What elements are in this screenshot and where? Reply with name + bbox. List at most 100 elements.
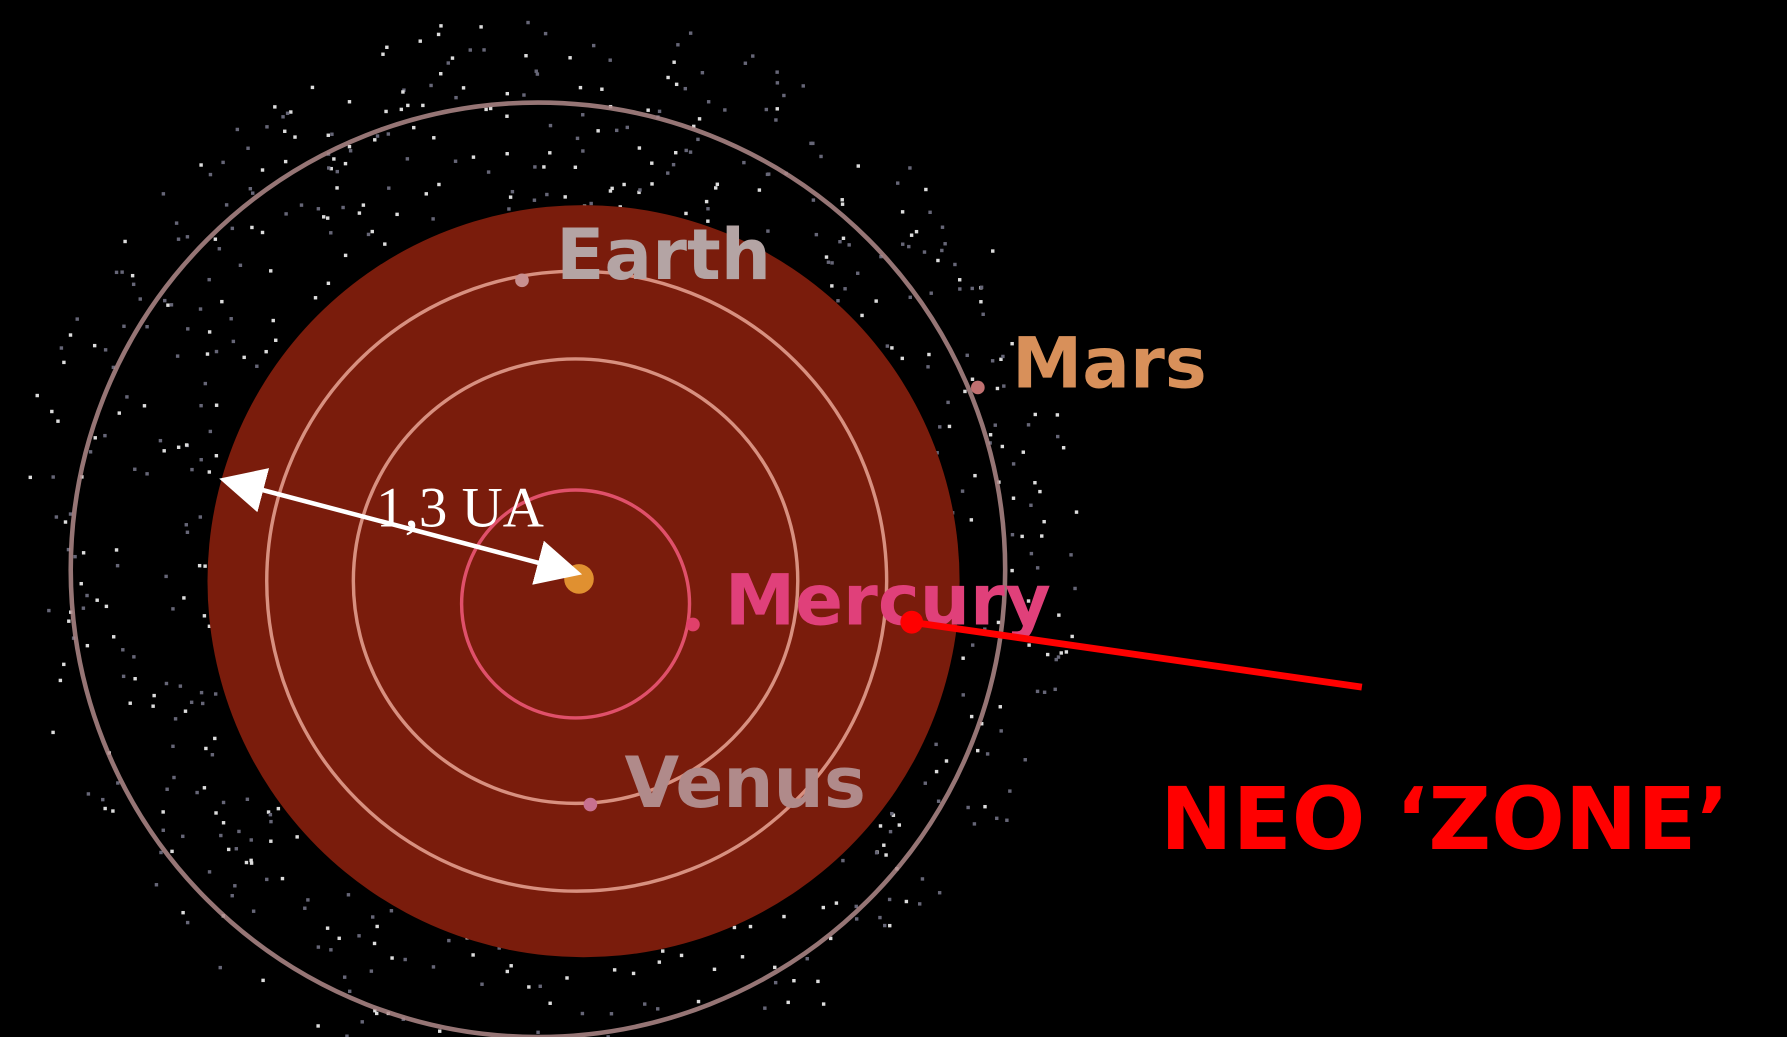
star bbox=[375, 1012, 378, 1015]
star bbox=[816, 980, 819, 983]
star bbox=[889, 830, 892, 833]
star bbox=[82, 551, 85, 554]
star bbox=[125, 395, 128, 398]
star bbox=[133, 677, 136, 680]
star bbox=[1030, 552, 1033, 555]
star bbox=[1065, 650, 1068, 653]
star bbox=[181, 835, 184, 838]
star bbox=[437, 33, 440, 36]
star bbox=[928, 211, 931, 214]
star bbox=[958, 287, 961, 290]
star bbox=[176, 354, 179, 357]
star bbox=[792, 979, 795, 982]
star bbox=[698, 117, 701, 120]
star bbox=[86, 644, 89, 647]
star bbox=[111, 809, 114, 812]
star bbox=[938, 425, 941, 428]
star bbox=[685, 149, 688, 152]
star bbox=[286, 112, 289, 115]
star bbox=[689, 31, 692, 34]
star bbox=[697, 1000, 700, 1003]
star bbox=[93, 344, 96, 347]
star bbox=[80, 582, 83, 585]
star bbox=[600, 88, 603, 91]
star bbox=[145, 325, 148, 328]
star bbox=[999, 729, 1002, 732]
star bbox=[835, 901, 838, 904]
star bbox=[713, 968, 716, 971]
star bbox=[822, 906, 825, 909]
star bbox=[116, 781, 119, 784]
star bbox=[171, 745, 174, 748]
star bbox=[105, 605, 108, 608]
star bbox=[581, 1012, 584, 1015]
star bbox=[348, 990, 351, 993]
star bbox=[526, 21, 529, 24]
star bbox=[472, 155, 475, 158]
star bbox=[317, 945, 320, 948]
star bbox=[401, 90, 404, 93]
star bbox=[656, 1007, 659, 1010]
star bbox=[269, 820, 272, 823]
star bbox=[120, 270, 123, 273]
star bbox=[303, 907, 306, 910]
star bbox=[162, 192, 165, 195]
star bbox=[1034, 413, 1037, 416]
venus-dot bbox=[584, 798, 598, 812]
star bbox=[344, 162, 347, 165]
star bbox=[47, 609, 50, 612]
star bbox=[462, 86, 465, 89]
star bbox=[675, 83, 678, 86]
star bbox=[29, 476, 32, 479]
star bbox=[533, 165, 536, 168]
star bbox=[1029, 504, 1032, 507]
star bbox=[55, 515, 58, 518]
star bbox=[59, 679, 62, 682]
star bbox=[672, 163, 675, 166]
star bbox=[412, 126, 415, 129]
star bbox=[842, 237, 845, 240]
star bbox=[886, 344, 889, 347]
star bbox=[162, 449, 165, 452]
star bbox=[1027, 643, 1030, 646]
star bbox=[509, 964, 512, 967]
star bbox=[250, 226, 253, 229]
star bbox=[888, 924, 891, 927]
star bbox=[215, 454, 218, 457]
star bbox=[367, 233, 370, 236]
star bbox=[131, 274, 134, 277]
star bbox=[375, 925, 378, 928]
star bbox=[811, 142, 814, 145]
star bbox=[76, 317, 79, 320]
star bbox=[1038, 490, 1041, 493]
star bbox=[73, 555, 76, 558]
star bbox=[62, 663, 65, 666]
star bbox=[774, 981, 777, 984]
star bbox=[650, 182, 653, 185]
star bbox=[406, 104, 409, 107]
star bbox=[936, 259, 939, 262]
star bbox=[162, 829, 165, 832]
star bbox=[425, 192, 428, 195]
star bbox=[348, 100, 351, 103]
star bbox=[207, 278, 210, 281]
star bbox=[994, 423, 997, 426]
star bbox=[945, 759, 948, 762]
star bbox=[1053, 688, 1056, 691]
star bbox=[511, 190, 514, 193]
star bbox=[94, 436, 97, 439]
star bbox=[439, 72, 442, 75]
star bbox=[209, 173, 212, 176]
star bbox=[185, 443, 188, 446]
star bbox=[151, 704, 154, 707]
star bbox=[836, 299, 839, 302]
star bbox=[118, 411, 121, 414]
star bbox=[549, 124, 552, 127]
star bbox=[733, 926, 736, 929]
star bbox=[200, 458, 203, 461]
star bbox=[199, 307, 202, 310]
star bbox=[361, 1020, 364, 1023]
star bbox=[958, 278, 961, 281]
star bbox=[132, 655, 135, 658]
star bbox=[349, 149, 352, 152]
